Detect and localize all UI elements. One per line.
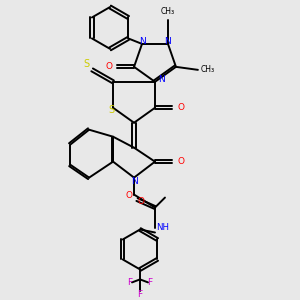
Text: NH: NH	[157, 223, 169, 232]
Text: CH₃: CH₃	[161, 8, 175, 16]
Text: N: N	[131, 177, 137, 186]
Text: O: O	[106, 62, 112, 71]
Text: O: O	[177, 157, 184, 166]
Text: O: O	[137, 197, 145, 206]
Text: S: S	[83, 59, 89, 69]
Text: N: N	[139, 38, 145, 46]
Text: O: O	[125, 191, 133, 200]
Text: N: N	[159, 75, 165, 84]
Text: F: F	[137, 290, 142, 299]
Text: F: F	[128, 278, 133, 287]
Text: S: S	[108, 105, 114, 115]
Text: N: N	[165, 38, 171, 46]
Text: CH₃: CH₃	[201, 65, 215, 74]
Text: F: F	[147, 278, 153, 287]
Text: O: O	[177, 103, 184, 112]
